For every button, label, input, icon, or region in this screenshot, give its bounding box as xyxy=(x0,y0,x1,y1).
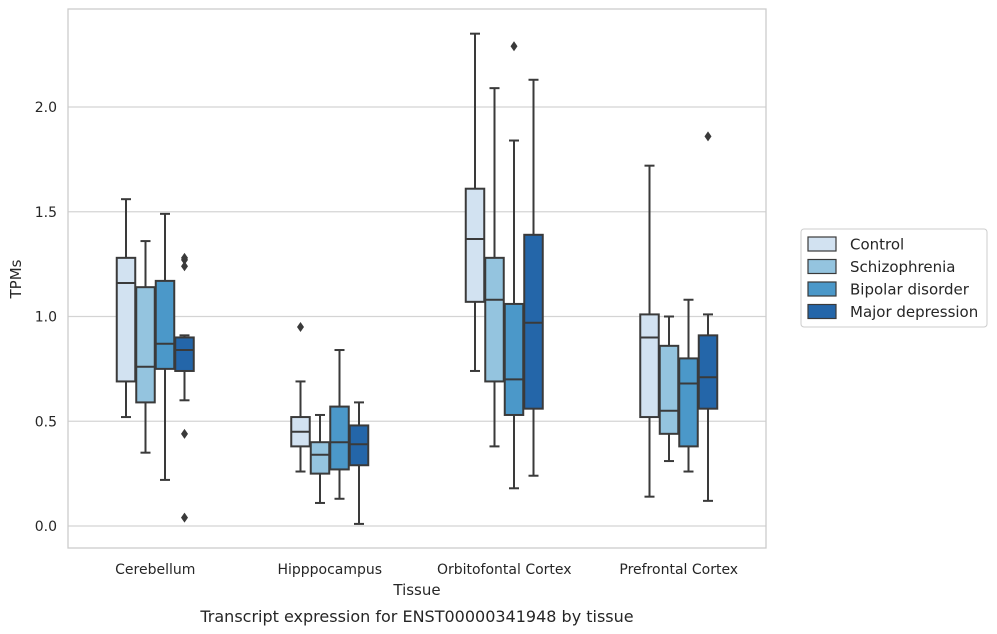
legend-label: Bipolar disorder xyxy=(850,281,970,299)
box-groups xyxy=(115,32,719,525)
box-major-depression xyxy=(174,252,195,523)
box-iqr xyxy=(348,424,370,467)
y-axis-label: TPMs xyxy=(7,259,25,299)
box-bipolar-disorder xyxy=(678,298,699,473)
box-iqr xyxy=(503,302,525,416)
chart-caption: Transcript expression for ENST0000034194… xyxy=(199,607,633,626)
x-tick-label: Hipppocampus xyxy=(277,562,382,578)
x-tick-label: Cerebellum xyxy=(115,562,195,578)
y-tick-label: 2.0 xyxy=(35,100,57,116)
outlier-point xyxy=(704,131,712,142)
box-schizophrenia xyxy=(309,413,331,504)
x-tick-labels: Cerebellum Hipppocampus Orbitofontal Corte… xyxy=(115,562,738,578)
y-tick-label: 1.0 xyxy=(35,310,57,326)
box-iqr xyxy=(523,233,544,410)
box-control xyxy=(464,32,486,372)
box-iqr xyxy=(697,334,719,410)
legend-label: Control xyxy=(850,236,904,254)
box-schizophrenia xyxy=(658,315,680,463)
box-iqr xyxy=(309,441,331,475)
legend-label: Schizophrenia xyxy=(850,258,955,276)
box-bipolar-disorder xyxy=(329,349,350,500)
outlier-point xyxy=(181,428,188,439)
box-iqr xyxy=(464,187,486,303)
y-tick-label: 0.0 xyxy=(35,519,57,535)
y-tick-label: 0.5 xyxy=(35,414,57,430)
outlier-point xyxy=(510,41,518,52)
outlier-point xyxy=(181,512,188,523)
box-iqr xyxy=(678,357,699,448)
box-iqr xyxy=(174,336,195,372)
legend-swatch xyxy=(807,303,837,320)
box-major-depression xyxy=(348,401,370,525)
box-control xyxy=(115,198,137,419)
outlier-point xyxy=(297,321,304,332)
box-major-depression xyxy=(523,78,544,477)
outlier-point xyxy=(181,261,188,272)
x-tick-label: Prefrontal Cortex xyxy=(619,562,738,578)
box-iqr xyxy=(658,344,680,435)
legend-frame xyxy=(800,228,988,328)
plot-frame xyxy=(67,8,767,549)
box-major-depression xyxy=(697,131,719,502)
x-tick-label: Orbitofontal Cortex xyxy=(437,562,572,578)
x-axis-label: Tissue xyxy=(392,581,440,599)
y-tick-labels: 0.0 0.5 1.0 1.5 2.0 xyxy=(35,100,57,535)
box-iqr xyxy=(639,313,660,419)
box-schizophrenia xyxy=(484,87,505,448)
box-iqr xyxy=(154,279,176,370)
legend-swatch xyxy=(807,236,837,252)
box-iqr xyxy=(329,405,350,471)
box-iqr xyxy=(115,256,137,383)
box-schizophrenia xyxy=(135,240,156,454)
y-tick-label: 1.5 xyxy=(35,205,57,221)
legend-swatch xyxy=(807,281,837,297)
legend-swatch xyxy=(807,258,837,275)
box-control xyxy=(290,321,311,473)
box-bipolar-disorder xyxy=(503,41,525,490)
box-control xyxy=(639,164,660,498)
box-iqr xyxy=(484,256,505,383)
legend-label: Major depression xyxy=(850,303,978,321)
box-bipolar-disorder xyxy=(154,212,176,481)
box-iqr xyxy=(135,286,156,404)
outlier-point xyxy=(181,254,188,265)
legend: Control Schizophrenia Bipolar disorder Majo… xyxy=(800,228,988,328)
